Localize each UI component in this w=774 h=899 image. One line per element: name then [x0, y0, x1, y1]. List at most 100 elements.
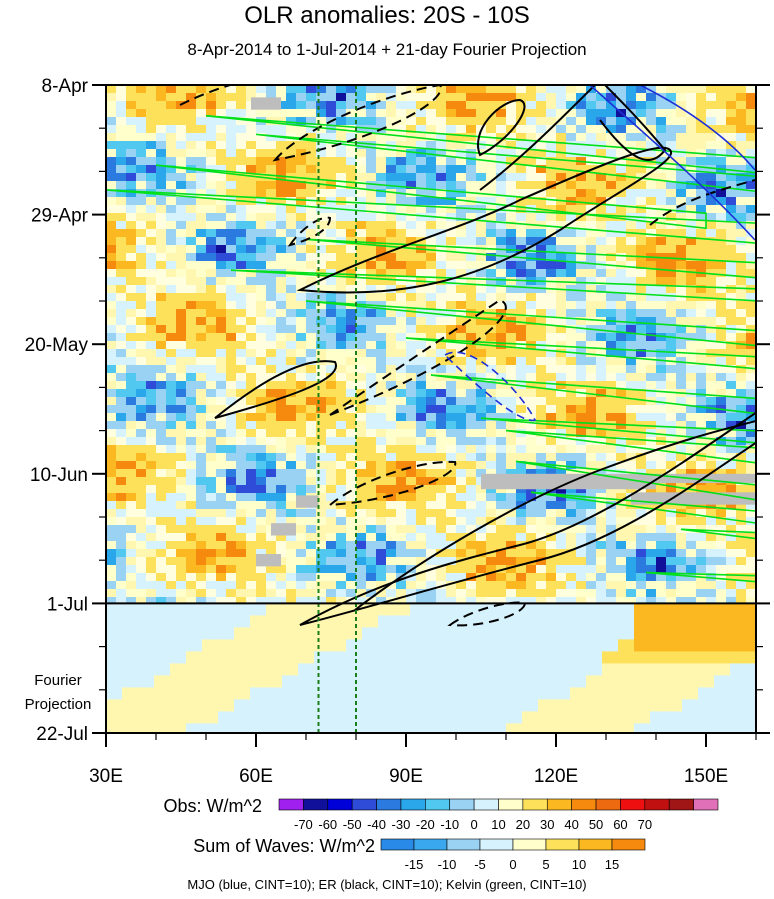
mjo-contour: [639, 85, 756, 171]
kelvin-contour: [505, 429, 756, 464]
er-contour: [299, 411, 756, 626]
er-contour: [599, 85, 667, 161]
waves-colorbar: Sum of Waves: W/m^2 -15 -10 -5 0 5 10 15: [193, 836, 646, 872]
obs-colorbar-swatch: [400, 798, 426, 811]
er-contour: [479, 85, 597, 191]
er-negative-contour: [326, 460, 457, 507]
obs-colorbar-level: 60: [613, 817, 627, 832]
obs-colorbar-level: 20: [516, 817, 530, 832]
er-contour: [296, 146, 673, 294]
x-axis: 30E 60E 90E 120E 150E: [89, 733, 757, 787]
projection-label: Projection: [25, 696, 92, 713]
waves-colorbar-level: -10: [438, 857, 457, 872]
mjo-contours: [443, 85, 756, 421]
y-tick-label: 29-Apr: [31, 206, 89, 227]
obs-colorbar-swatch: [327, 798, 353, 811]
kelvin-contour: [255, 133, 756, 193]
kelvin-contour: [515, 460, 756, 501]
obs-colorbar-swatch: [644, 798, 670, 811]
obs-colorbar-level: -60: [318, 817, 337, 832]
y-tick-label: 10-Jun: [30, 465, 88, 486]
obs-colorbar-swatch: [278, 798, 304, 811]
kelvin-contour: [305, 238, 756, 279]
obs-colorbar-swatch: [425, 798, 451, 811]
waves-colorbar-level: -5: [474, 857, 486, 872]
waves-colorbar-level: -15: [405, 857, 424, 872]
y-axis: 8-Apr 29-Apr 20-May 10-Jun 1-Jul 22-Jul: [25, 76, 770, 745]
waves-colorbar-level: 5: [542, 857, 549, 872]
obs-colorbar-swatch: [546, 798, 572, 811]
kelvin-contour: [230, 269, 756, 302]
x-tick-label: 60E: [239, 766, 273, 787]
plot-frame: [105, 84, 757, 734]
waves-colorbar-swatch: [446, 838, 481, 851]
y-tick-label: 20-May: [25, 335, 89, 356]
x-tick-label: 30E: [89, 766, 123, 787]
obs-colorbar-level: -10: [440, 817, 459, 832]
waves-colorbar-swatch: [479, 838, 514, 851]
waves-colorbar-swatch: [380, 838, 415, 851]
missing-data-patch: [271, 523, 296, 536]
y-tick-label: 1-Jul: [47, 594, 88, 615]
y-tick-label: 22-Jul: [36, 724, 88, 745]
obs-colorbar-level: -20: [416, 817, 435, 832]
anomaly-field: [106, 85, 756, 733]
er-contour: [477, 98, 526, 157]
wave-legend-text: MJO (blue, CINT=10); ER (black, CINT=10)…: [187, 877, 587, 892]
kelvin-contour: [530, 491, 756, 524]
mjo-contour: [589, 85, 756, 241]
er-contour: [214, 360, 337, 419]
er-negative-contour: [329, 298, 507, 416]
obs-colorbar-level: 40: [564, 817, 578, 832]
kelvin-contour: [106, 189, 756, 244]
waves-colorbar-swatch: [578, 838, 613, 851]
y-tick-label: 8-Apr: [42, 76, 89, 97]
obs-colorbar-level: 10: [491, 817, 505, 832]
missing-data-patch: [256, 554, 281, 567]
waves-colorbar-swatch: [545, 838, 580, 851]
obs-colorbar-level: 0: [470, 817, 477, 832]
missing-data-patch: [481, 473, 656, 490]
kelvin-contour: [155, 164, 707, 230]
obs-colorbar-level: -30: [392, 817, 411, 832]
obs-colorbar-swatch: [668, 798, 694, 811]
obs-colorbar-swatch: [449, 798, 475, 811]
obs-colorbar-swatch: [693, 798, 719, 811]
kelvin-contour: [680, 528, 756, 540]
obs-colorbar: Obs: W/m^2 -70 -60 -50 -40 -30 -20 -10 0 10 20 30 40…: [164, 796, 719, 832]
obs-colorbar-label: Obs: W/m^2: [164, 796, 262, 816]
kelvin-contour: [405, 337, 756, 370]
kelvin-contour: [430, 374, 756, 415]
chart-subtitle: 8-Apr-2014 to 1-Jul-2014 + 21-day Fourie…: [187, 40, 587, 59]
obs-colorbar-swatch: [376, 798, 402, 811]
missing-data-patch: [656, 473, 756, 484]
waves-colorbar-level: 15: [605, 857, 619, 872]
missing-data-patch: [296, 495, 319, 508]
obs-colorbar-swatch: [620, 798, 646, 811]
obs-colorbar-swatch: [522, 798, 548, 811]
kelvin-contours: [106, 115, 756, 583]
obs-colorbar-level: 70: [638, 817, 652, 832]
obs-colorbar-swatch: [571, 798, 597, 811]
er-negative-contour: [287, 216, 332, 247]
x-tick-label: 120E: [534, 766, 578, 787]
obs-colorbar-level: -50: [343, 817, 362, 832]
waves-colorbar-level: 0: [509, 857, 516, 872]
obs-colorbar-level: -40: [367, 817, 386, 832]
waves-colorbar-swatch: [611, 838, 646, 851]
kelvin-contour: [205, 115, 756, 174]
kelvin-contour: [645, 571, 756, 583]
x-tick-label: 150E: [684, 766, 728, 787]
obs-colorbar-level: -70: [294, 817, 313, 832]
waves-colorbar-level: 10: [572, 857, 586, 872]
kelvin-contour: [480, 417, 756, 444]
x-tick-label: 90E: [389, 766, 423, 787]
waves-colorbar-swatch: [512, 838, 547, 851]
projection-label: Fourier: [34, 672, 82, 689]
missing-data-patch: [251, 97, 281, 110]
obs-colorbar-swatch: [303, 798, 329, 811]
er-negative-contour: [649, 179, 756, 226]
mjo-negative-contour: [443, 351, 537, 421]
chart-title: OLR anomalies: 20S - 10S: [244, 2, 530, 29]
